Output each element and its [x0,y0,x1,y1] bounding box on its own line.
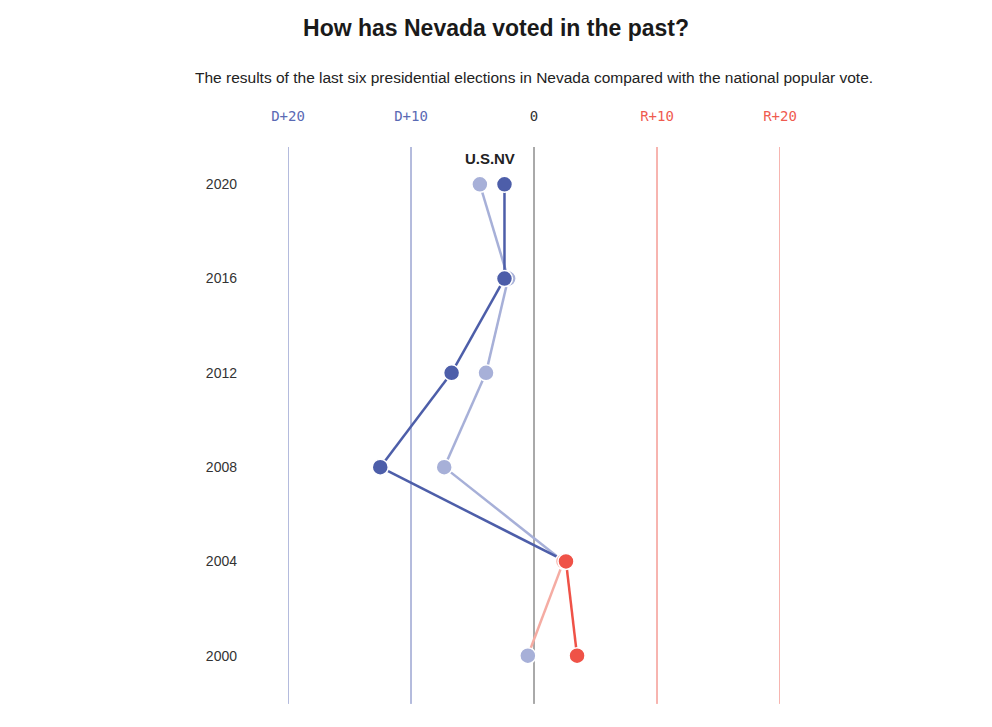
svg-text:D+20: D+20 [271,108,305,124]
svg-text:2008: 2008 [206,459,237,475]
svg-text:2012: 2012 [206,365,237,381]
svg-text:U.S.: U.S. [465,150,494,167]
svg-text:NV: NV [494,150,515,167]
svg-text:D+10: D+10 [394,108,428,124]
svg-text:R+20: R+20 [763,108,797,124]
svg-text:How has Nevada voted in the pa: How has Nevada voted in the past? [303,15,689,41]
svg-text:2004: 2004 [206,553,237,569]
svg-text:2000: 2000 [206,648,237,664]
svg-text:2016: 2016 [206,270,237,286]
svg-text:The results of the last six pr: The results of the last six presidential… [195,69,873,86]
svg-text:0: 0 [530,108,538,124]
svg-text:2020: 2020 [206,176,237,192]
svg-text:R+10: R+10 [640,108,674,124]
